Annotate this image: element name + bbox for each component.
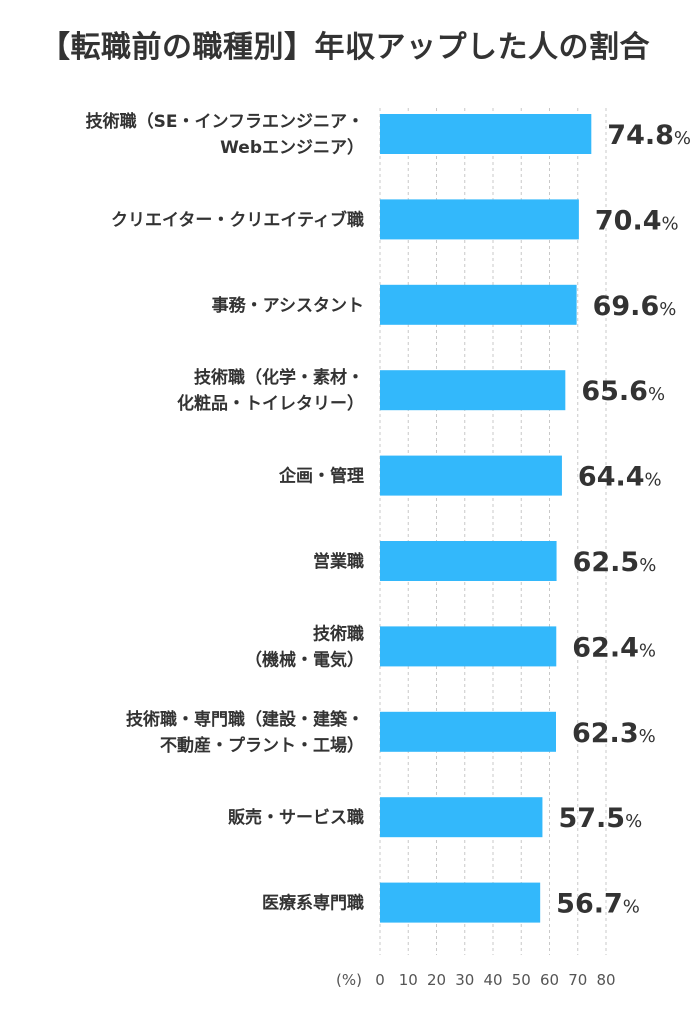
category-label-7-line-2: （機械・電気） <box>245 649 364 670</box>
bar-4 <box>380 370 566 411</box>
bar-6 <box>380 541 557 581</box>
tick-label-80: 80 <box>596 971 615 989</box>
value-label-2: 70.4% <box>595 205 679 236</box>
value-label-9: 57.5% <box>558 803 642 834</box>
bar-7 <box>380 626 557 667</box>
category-label-1-line-2: Webエンジニア） <box>220 137 364 158</box>
bar-2 <box>380 199 579 240</box>
category-label-9: 販売・サービス職 <box>228 807 364 828</box>
value-label-10: 56.7% <box>556 889 640 920</box>
value-label-6: 62.5% <box>573 547 657 578</box>
category-label-7-line-1: 技術職 <box>313 623 364 644</box>
bar-1 <box>380 114 592 154</box>
value-label-4: 65.6% <box>581 376 665 407</box>
category-label-6: 営業職 <box>313 551 364 572</box>
tick-label-10: 10 <box>399 971 418 989</box>
tick-label-0: 0 <box>375 971 385 989</box>
value-label-3: 69.6% <box>593 291 677 322</box>
axis-unit-label: (%) <box>336 971 362 989</box>
category-label-4-line-1: 技術職（化学・素材・ <box>194 367 364 388</box>
category-label-8-line-1: 技術職・専門職（建設・建築・ <box>126 709 364 730</box>
tick-label-20: 20 <box>427 971 446 989</box>
bar-8 <box>380 711 556 752</box>
tick-label-40: 40 <box>483 971 502 989</box>
category-label-4-line-2: 化粧品・トイレタリー） <box>177 393 364 414</box>
bar-10 <box>380 882 541 923</box>
category-label-1-line-1: 技術職（SE・インフラエンジニア・ <box>86 111 364 132</box>
tick-label-30: 30 <box>455 971 474 989</box>
category-label-8-line-2: 不動産・プラント・工場） <box>160 735 364 756</box>
chart-title: 【転職前の職種別】年収アップした人の割合 <box>40 30 650 65</box>
tick-label-50: 50 <box>512 971 531 989</box>
value-label-8: 62.3% <box>572 718 656 749</box>
bar-9 <box>380 797 543 838</box>
value-label-1: 74.8% <box>607 120 690 151</box>
bar-5 <box>380 455 562 496</box>
category-label-10: 医療系専門職 <box>262 893 364 914</box>
value-label-7: 62.4% <box>572 632 656 663</box>
category-label-2: クリエイター・クリエイティブ職 <box>111 209 364 230</box>
bar-3 <box>380 284 577 325</box>
tick-label-70: 70 <box>568 971 587 989</box>
tick-label-60: 60 <box>540 971 559 989</box>
value-label-5: 64.4% <box>578 462 662 493</box>
category-label-5: 企画・管理 <box>278 466 364 487</box>
category-label-3: 事務・アシスタント <box>212 295 364 316</box>
